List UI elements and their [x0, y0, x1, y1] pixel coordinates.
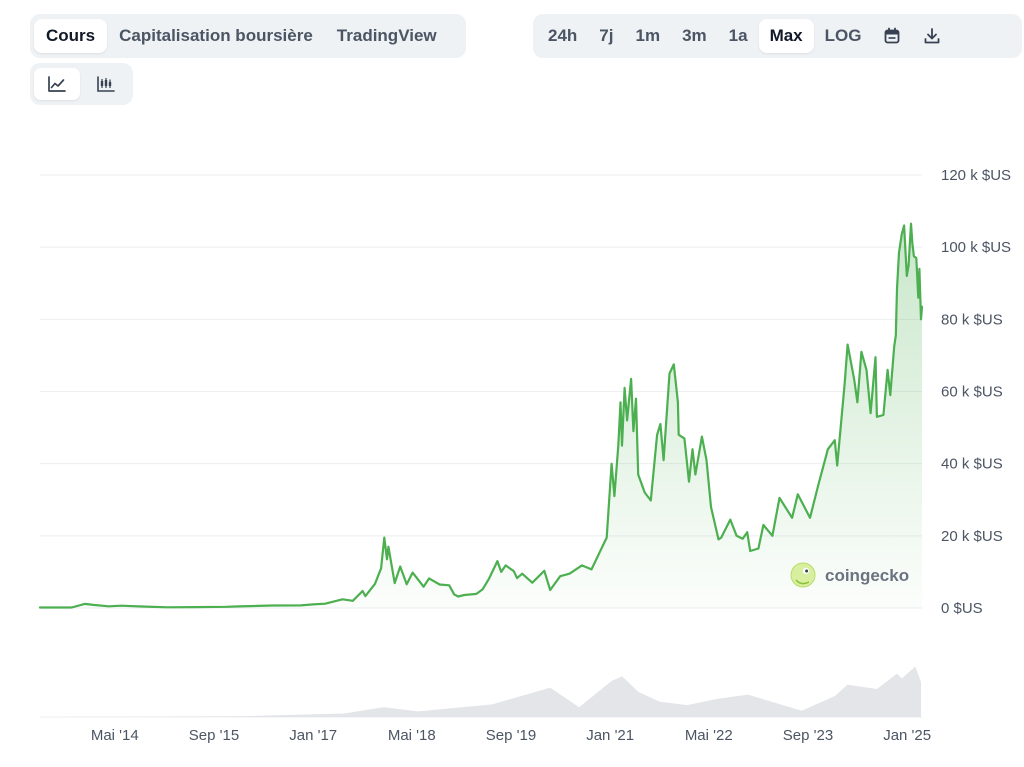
candlestick-chart-button[interactable]	[84, 68, 130, 100]
price-line	[38, 222, 924, 609]
range-3m[interactable]: 3m	[682, 26, 707, 45]
line-chart-icon	[47, 76, 66, 92]
log-scale-toggle[interactable]: LOG	[824, 26, 862, 45]
calendar-icon	[885, 27, 900, 44]
calendar-button[interactable]	[872, 19, 912, 53]
coingecko-watermark: coingecko	[790, 562, 909, 588]
range-7d[interactable]: 7j	[599, 26, 614, 45]
x-tick-label: Jan '21	[586, 727, 634, 744]
y-tick-label: 100 k $US	[941, 239, 1011, 256]
chart-tab-group: Cours Capitalisation boursière TradingVi…	[30, 14, 466, 58]
x-tick-label: Mai '14	[91, 727, 139, 744]
download-button[interactable]	[912, 19, 952, 53]
watermark-text: coingecko	[825, 566, 909, 585]
range-1m[interactable]: 1m	[635, 26, 661, 45]
tab-price[interactable]: Cours	[34, 19, 108, 53]
y-tick-label: 40 k $US	[941, 456, 1003, 473]
candlestick-icon	[97, 76, 116, 92]
range-max[interactable]: Max	[758, 19, 814, 53]
x-tick-label: Sep '19	[486, 727, 536, 744]
y-tick-label: 80 k $US	[941, 311, 1003, 328]
download-icon	[925, 28, 940, 44]
volume-area	[40, 666, 921, 717]
line-chart-button[interactable]	[34, 68, 80, 100]
gecko-logo-icon	[790, 562, 816, 588]
tab-tradingview[interactable]: TradingView	[336, 26, 437, 45]
y-tick-label: 120 k $US	[941, 167, 1011, 184]
price-area	[40, 223, 922, 608]
x-tick-label: Jan '25	[883, 727, 931, 744]
y-tick-label: 20 k $US	[941, 528, 1003, 545]
tab-market-cap[interactable]: Capitalisation boursière	[119, 26, 313, 45]
y-tick-label: 0 $US	[941, 600, 983, 617]
x-tick-label: Mai '18	[388, 727, 436, 744]
range-1y[interactable]: 1a	[728, 26, 748, 45]
range-24h[interactable]: 24h	[548, 26, 578, 45]
range-tab-group: 24h 7j 1m 3m 1a Max LOG	[533, 14, 1022, 58]
x-tick-label: Mai '22	[685, 727, 733, 744]
x-tick-label: Sep '23	[783, 727, 833, 744]
x-tick-label: Jan '17	[289, 727, 337, 744]
chart-type-group	[30, 63, 133, 105]
y-tick-label: 60 k $US	[941, 383, 1003, 400]
x-tick-label: Sep '15	[189, 727, 239, 744]
